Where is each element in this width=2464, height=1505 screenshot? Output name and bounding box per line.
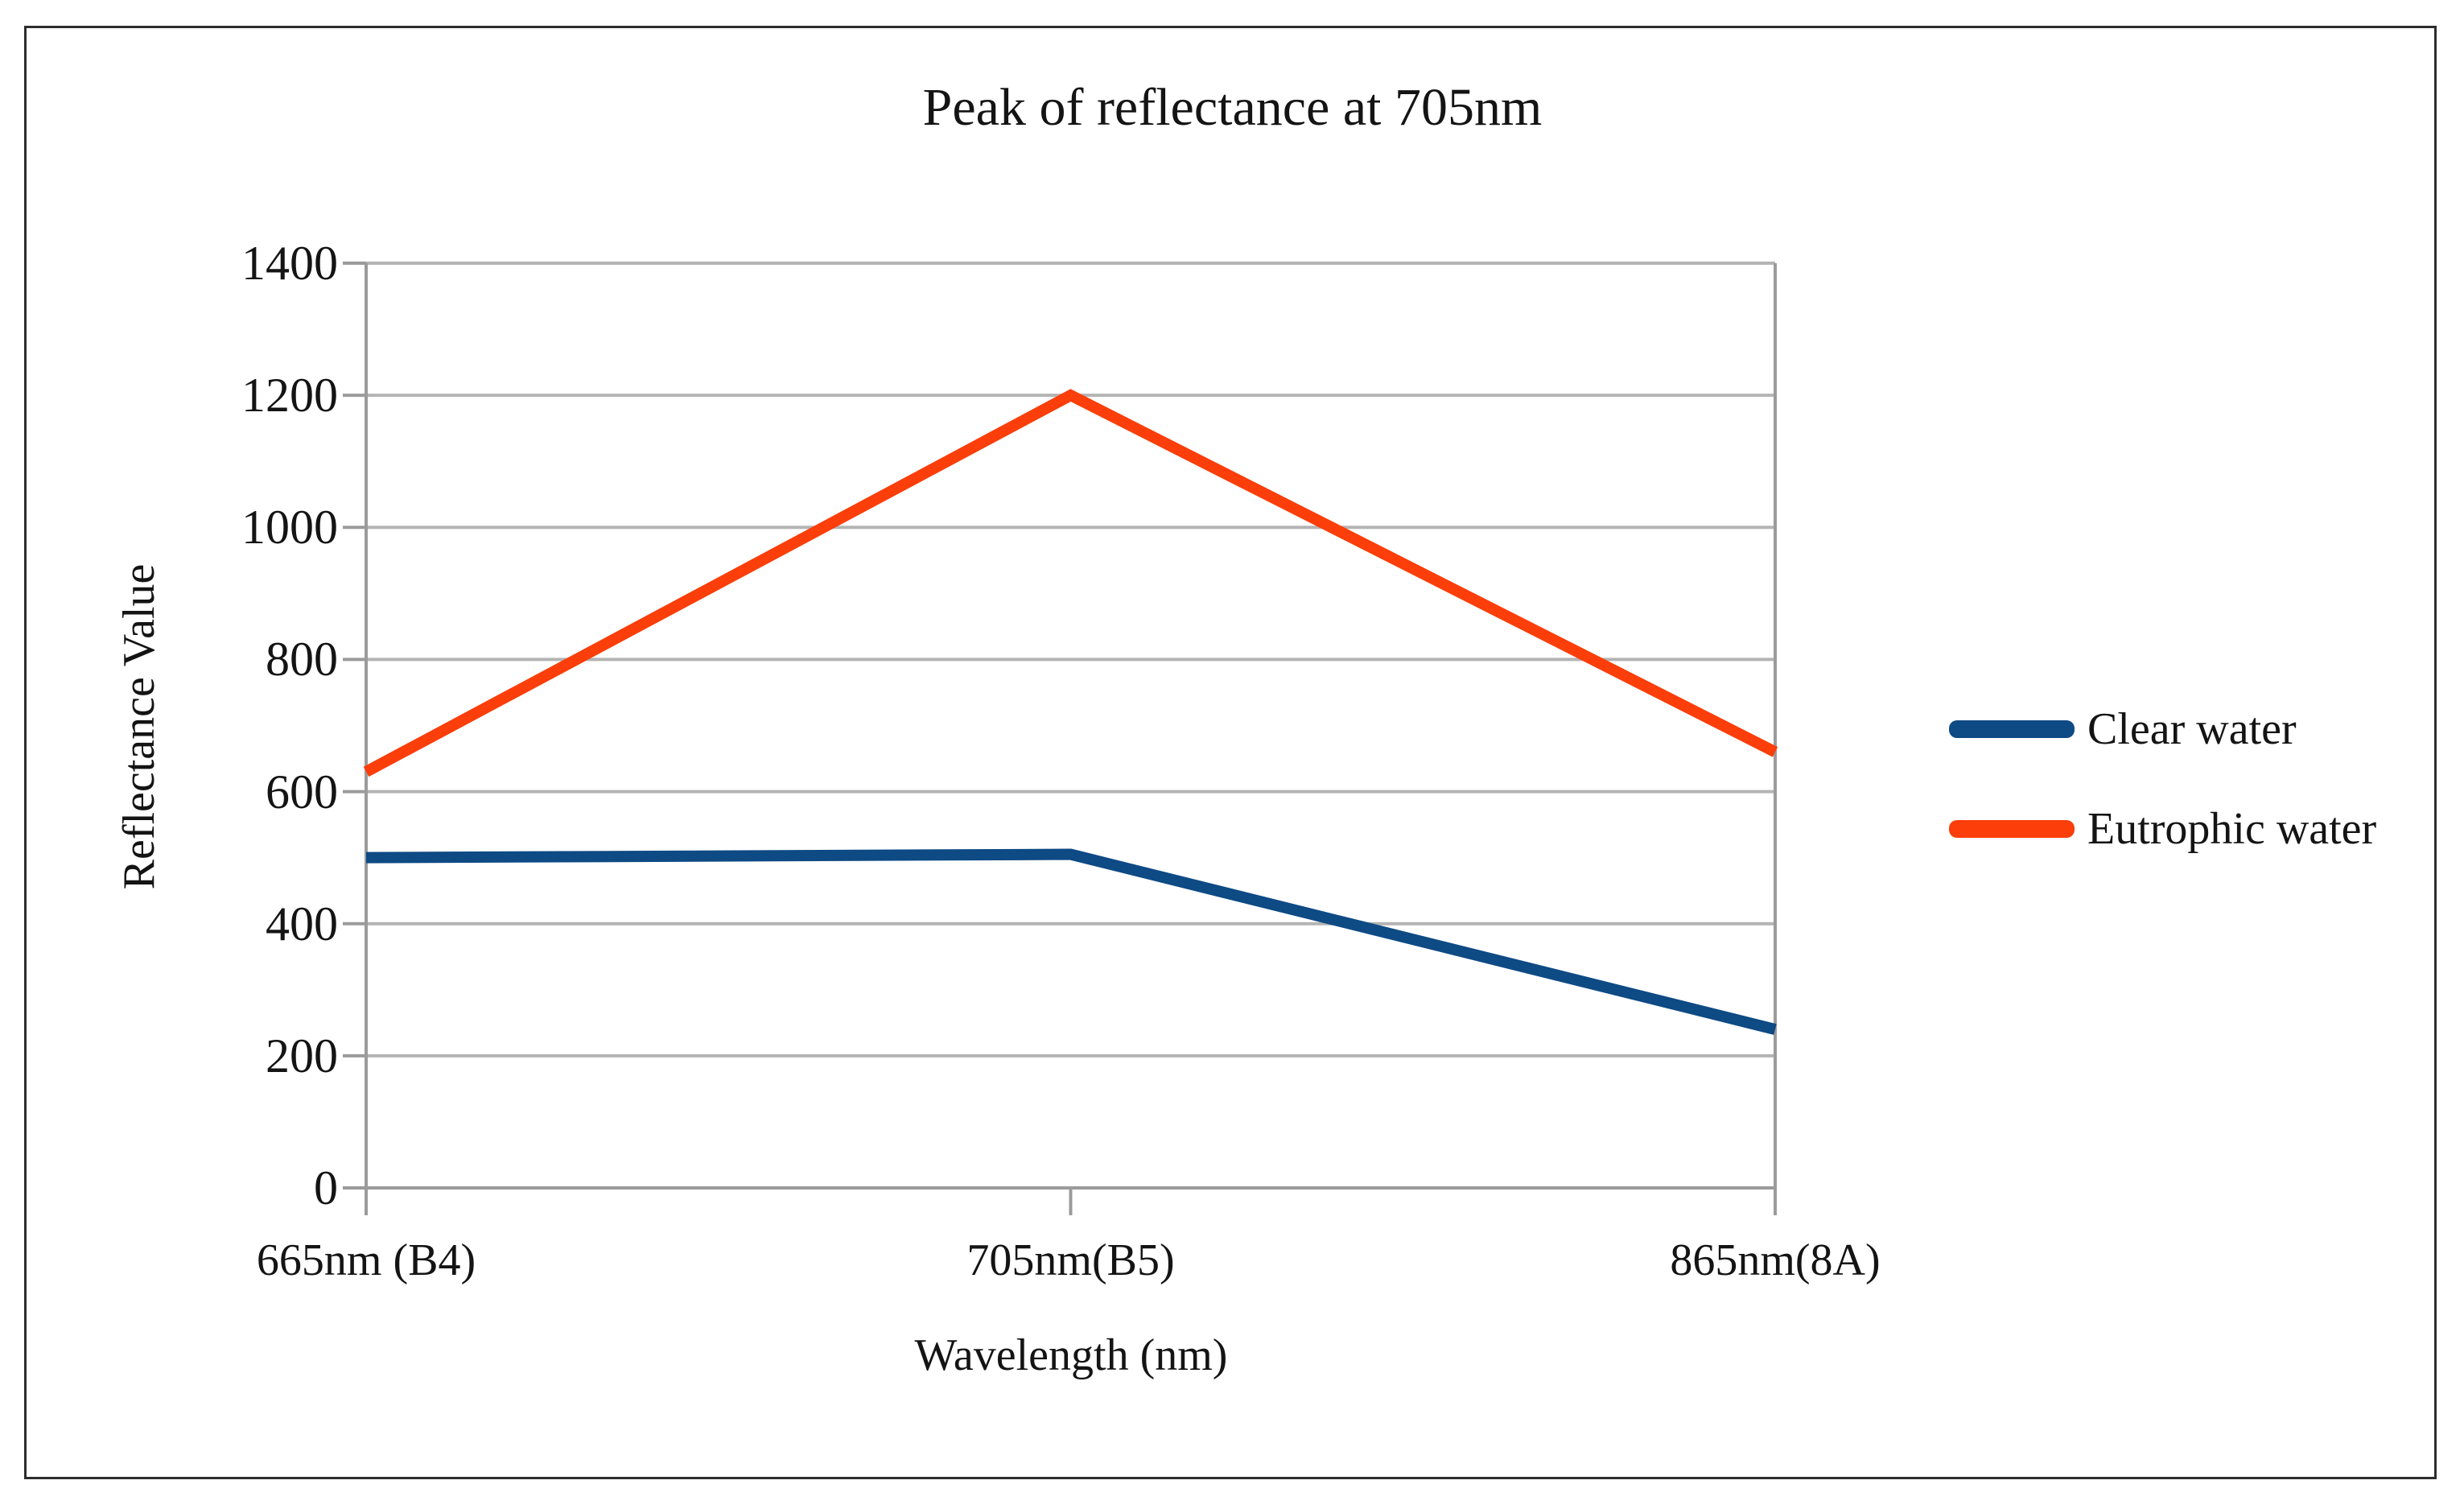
legend-item: Clear water [1949,700,2376,758]
x-axis-title: Wavelength (nm) [914,1330,1228,1380]
y-tick-label-200: 200 [266,1029,338,1082]
series-line-clear-water [365,848,1777,1035]
legend-item-label: Clear water [2087,704,2297,754]
legend-item-label: Eutrophic water [2087,804,2377,854]
legend-swatch-icon [1949,720,2075,738]
y-tick-label-1000: 1000 [241,501,338,555]
y-axis-title: Reflectance Value [114,563,164,890]
legend-swatch-icon [1949,820,2075,838]
x-tick-label: 665nm (B4) [256,1235,476,1285]
series-line-eutrophic-water [363,389,1778,777]
y-tick-label-0: 0 [314,1161,338,1214]
y-tick-label-400: 400 [266,897,338,950]
y-tick-label-1200: 1200 [241,369,338,423]
y-tick-label-600: 600 [266,765,338,818]
y-tick-label-800: 800 [266,633,338,687]
x-tick-label: 865nm(8A) [1670,1235,1881,1285]
y-tick-label-1400: 1400 [241,237,338,290]
chart-title: Peak of reflectance at 705nm [922,78,1543,137]
x-tick-label: 705nm(B5) [966,1235,1175,1285]
chart-border-frame [24,26,2437,1479]
legend-item: Eutrophic water [1949,800,2376,858]
chart-legend: Clear water Eutrophic water [1949,700,2376,900]
